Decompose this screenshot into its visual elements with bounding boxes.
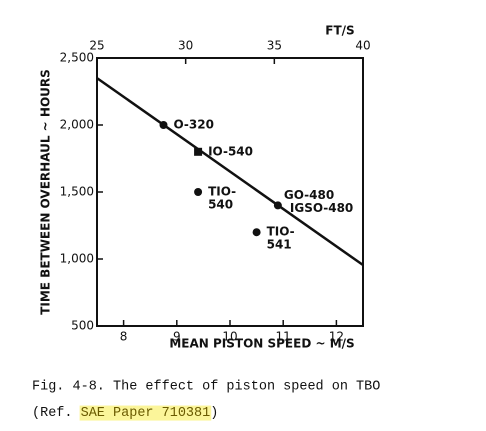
y-tick-label: 1,000 [60, 252, 94, 266]
x-tick-label: 9 [173, 330, 181, 344]
y-tick-label: 500 [71, 319, 94, 333]
point-label: O-320 [174, 118, 214, 132]
ref-link: SAE Paper 710381 [81, 406, 211, 421]
y-tick-label: 2,000 [60, 118, 94, 132]
x2-tick-label: 30 [178, 39, 193, 53]
point-label: IO-540 [208, 144, 253, 158]
point-label: 541 [267, 238, 292, 252]
y-tick-label: 2,500 [60, 51, 94, 65]
point [159, 121, 168, 129]
point-label: TIO- [208, 185, 236, 199]
point [273, 201, 282, 210]
point-label: 540 [208, 198, 233, 212]
x2-tick-label: 25 [89, 39, 104, 53]
x-tick-label: 12 [329, 330, 344, 344]
y-tick-label: 1,500 [60, 185, 94, 199]
point [194, 147, 203, 156]
caption-ref: (Ref. SAE Paper 710381) [32, 406, 218, 421]
ref-suffix: ) [210, 406, 218, 421]
x-tick-label: 11 [276, 330, 291, 344]
highlight [79, 405, 212, 421]
x-tick-label: 10 [222, 330, 237, 344]
ref-prefix: (Ref. [32, 406, 81, 421]
x2-tick-label: 40 [355, 39, 370, 53]
trend-line [96, 77, 364, 267]
x2-axis-label: FT/S [325, 24, 354, 38]
x-axis-label: MEAN PISTON SPEED ~ M/S [169, 337, 354, 351]
point [194, 188, 203, 196]
y-axis-label: TIME BETWEEN OVERHAUL ~ HOURS [39, 69, 53, 315]
point-label: IGSO-480 [290, 201, 353, 215]
x2-tick-label: 35 [267, 39, 282, 53]
x-tick-label: 8 [120, 330, 128, 344]
caption: Fig. 4-8. The effect of piston speed on … [32, 380, 380, 395]
point [252, 228, 261, 237]
point-label: GO-480 [284, 188, 334, 202]
point-label: TIO- [267, 225, 295, 239]
